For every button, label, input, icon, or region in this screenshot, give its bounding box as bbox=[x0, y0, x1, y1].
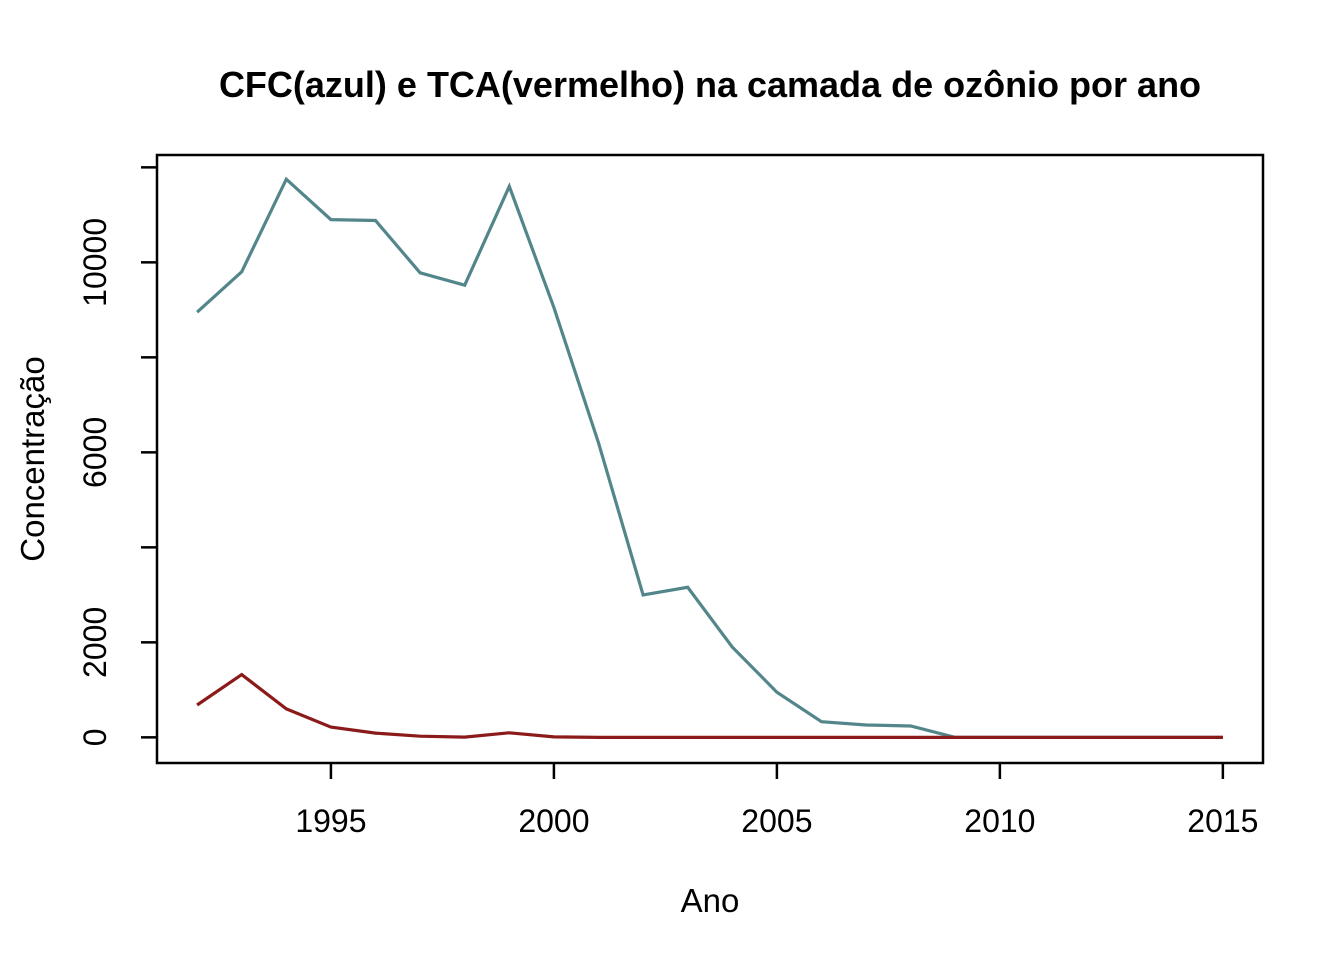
x-tick-label: 1995 bbox=[295, 803, 366, 839]
y-tick-label: 0 bbox=[77, 728, 113, 746]
x-axis-title: Ano bbox=[681, 882, 740, 919]
plot-box bbox=[155, 153, 1265, 765]
x-tick-label: 2015 bbox=[1187, 803, 1258, 839]
y-tick-label: 10000 bbox=[77, 218, 113, 307]
chart-title: CFC(azul) e TCA(vermelho) na camada de o… bbox=[219, 64, 1201, 105]
cfc-line bbox=[196, 176, 1223, 740]
x-tick-label: 2010 bbox=[964, 803, 1035, 839]
y-tick-label: 6000 bbox=[77, 417, 113, 488]
y-tick-label: 2000 bbox=[77, 607, 113, 678]
y-axis-title: Concentração bbox=[14, 356, 51, 561]
tca-line bbox=[196, 672, 1223, 740]
x-tick-label: 2000 bbox=[518, 803, 589, 839]
plot-dynamic-layer: 1995 2000 2005 2010 2015 0 2000 6000 10000 bbox=[77, 153, 1265, 839]
x-tick-label: 2005 bbox=[741, 803, 812, 839]
